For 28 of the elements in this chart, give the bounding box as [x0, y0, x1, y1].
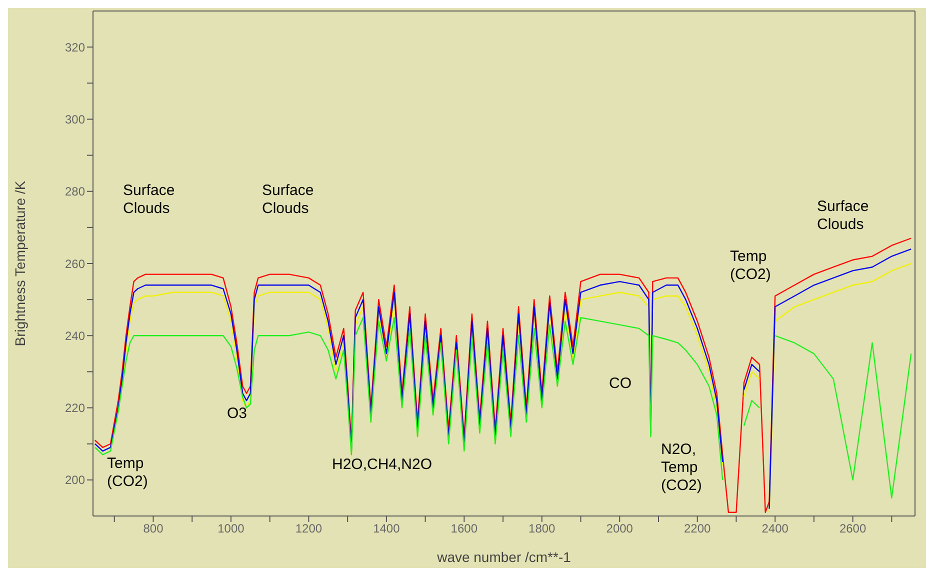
y-tick-label: 240 [64, 328, 86, 343]
y-tick-label: 200 [64, 473, 86, 488]
x-tick-label: 1600 [450, 522, 478, 536]
annotation: H2O,CH4,N2O [332, 456, 432, 474]
x-tick-label: 1200 [295, 522, 322, 536]
annotation: O3 [227, 405, 248, 423]
y-tick-label: 280 [64, 184, 86, 199]
y-tick-label: 220 [64, 401, 86, 416]
y-tick-label: 260 [64, 256, 86, 271]
y-axis-title: Brightness Temperature /K [12, 180, 28, 346]
annotation: N2O, Temp (CO2) [661, 441, 702, 495]
y-tick-label: 300 [64, 112, 86, 126]
x-tick-label: 1400 [373, 522, 400, 536]
annotation: Surface Clouds [262, 182, 314, 218]
x-tick-label: 2000 [606, 522, 634, 536]
annotation: Temp (CO2) [730, 248, 771, 284]
x-tick-label: 2200 [684, 522, 712, 536]
x-tick-label: 2600 [839, 522, 866, 536]
annotation: Temp (CO2) [107, 455, 148, 491]
x-tick-label: 800 [143, 522, 164, 536]
annotation: Surface Clouds [123, 182, 175, 218]
x-tick-label: 1000 [218, 522, 245, 536]
y-tick-label: 320 [64, 40, 86, 54]
x-tick-label: 2400 [762, 522, 789, 536]
x-axis-title: wave number /cm**-1 [436, 549, 572, 565]
x-tick-label: 1800 [528, 522, 556, 536]
annotation: CO [609, 375, 632, 393]
annotation: Surface Clouds [817, 198, 869, 234]
